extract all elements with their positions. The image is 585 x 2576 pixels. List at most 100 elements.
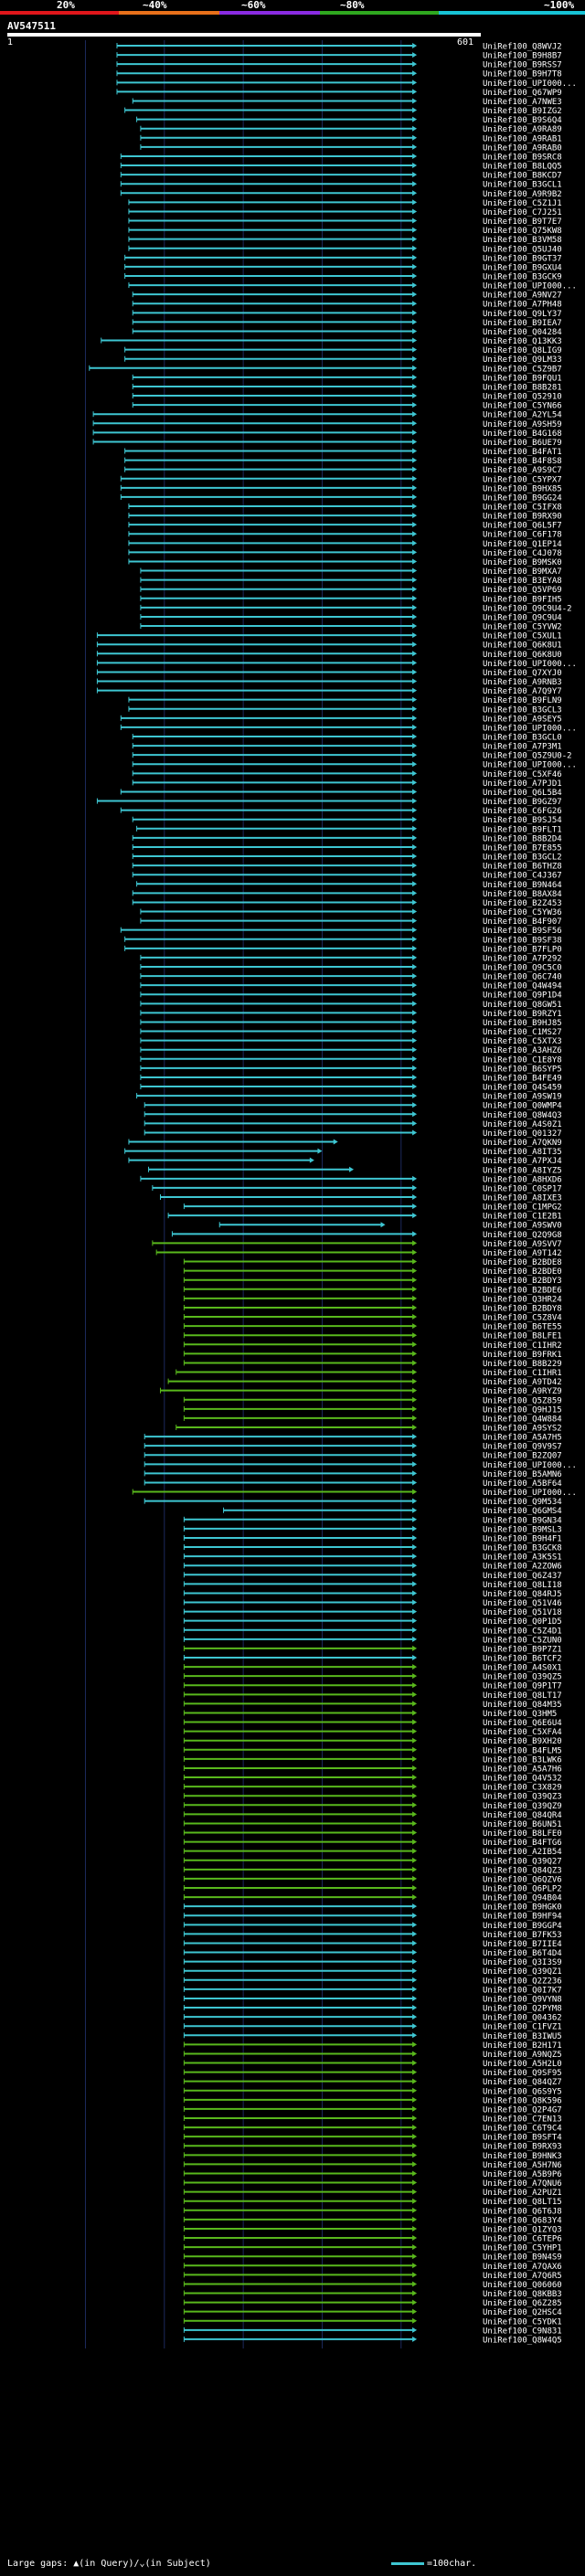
hit-row[interactable]: UniRef100_B3GCL0 <box>132 734 562 743</box>
hit-row[interactable]: UniRef100_B9GXU4 <box>124 263 562 272</box>
hit-row[interactable]: UniRef100_B9N4S9 <box>183 2253 562 2263</box>
hit-label[interactable]: UniRef100_A7QAX6 <box>483 2263 562 2272</box>
hit-label[interactable]: UniRef100_A2IB54 <box>483 1848 562 1857</box>
hit-row[interactable]: UniRef100_Q0P1D5 <box>183 1617 562 1627</box>
hit-row[interactable]: UniRef100_Q9C5C0 <box>140 964 562 973</box>
hit-row[interactable]: UniRef100_A9RAB0 <box>140 143 562 153</box>
hit-label[interactable]: UniRef100_Q9HJ15 <box>483 1405 562 1415</box>
hit-row[interactable]: UniRef100_Q39QZ3 <box>183 1793 562 1802</box>
hit-row[interactable]: UniRef100_B9H7T8 <box>116 70 562 80</box>
hit-row[interactable]: UniRef100_B2BDE6 <box>183 1286 562 1295</box>
hit-label[interactable]: UniRef100_Q2P4G7 <box>483 2105 562 2115</box>
hit-label[interactable]: UniRef100_B9FRK1 <box>483 1351 562 1360</box>
hit-row[interactable]: UniRef100_B9GG24 <box>120 493 562 503</box>
hit-row[interactable]: UniRef100_UPI000... <box>116 80 577 89</box>
hit-row[interactable]: UniRef100_B9SJ54 <box>132 816 562 825</box>
hit-row[interactable]: UniRef100_B9HX85 <box>120 484 562 493</box>
hit-row[interactable]: UniRef100_B9RX93 <box>183 2143 562 2152</box>
hit-label[interactable]: UniRef100_UPI000... <box>483 282 577 292</box>
hit-row[interactable]: UniRef100_Q84QZ3 <box>183 1866 562 1875</box>
hit-label[interactable]: UniRef100_Q5Z859 <box>483 1396 562 1405</box>
hit-label[interactable]: UniRef100_Q1ZYQ3 <box>483 2225 562 2234</box>
hit-row[interactable]: UniRef100_A4S0X1 <box>183 1664 562 1673</box>
hit-row[interactable]: UniRef100_Q6S9Y5 <box>183 2087 562 2096</box>
hit-label[interactable]: UniRef100_Q6L5F7 <box>483 522 562 531</box>
hit-row[interactable]: UniRef100_B9GN34 <box>183 1516 562 1525</box>
hit-row[interactable]: UniRef100_B6TCF2 <box>183 1655 562 1664</box>
hit-row[interactable]: UniRef100_C1IHR2 <box>183 1341 562 1351</box>
hit-label[interactable]: UniRef100_Q84QZ7 <box>483 2078 562 2087</box>
hit-label[interactable]: UniRef100_B3GCL1 <box>483 181 562 190</box>
hit-row[interactable]: UniRef100_C5XFA4 <box>183 1728 562 1737</box>
hit-row[interactable]: UniRef100_B9SF56 <box>120 927 562 936</box>
hit-label[interactable]: UniRef100_Q6K8U0 <box>483 651 562 660</box>
hit-label[interactable]: UniRef100_A5B9P6 <box>483 2170 562 2179</box>
hit-row[interactable]: UniRef100_B8KCD7 <box>120 172 562 181</box>
hit-row[interactable]: UniRef100_C5Z1J1 <box>128 199 562 208</box>
hit-row[interactable]: UniRef100_C7EN13 <box>183 2115 562 2125</box>
hit-label[interactable]: UniRef100_Q7XYJ0 <box>483 669 562 678</box>
hit-row[interactable]: UniRef100_A7Q9Y7 <box>96 687 562 696</box>
hit-label[interactable]: UniRef100_A7PH48 <box>483 301 562 310</box>
hit-label[interactable]: UniRef100_B8B229 <box>483 1360 562 1369</box>
hit-label[interactable]: UniRef100_Q6Z437 <box>483 1572 562 1581</box>
hit-row[interactable]: UniRef100_A2PUZ1 <box>183 2189 562 2198</box>
hit-row[interactable]: UniRef100_B9IZG2 <box>124 107 562 116</box>
hit-label[interactable]: UniRef100_C5YN66 <box>483 402 562 411</box>
hit-row[interactable]: UniRef100_Q0I7K7 <box>183 1986 562 1995</box>
hit-label[interactable]: UniRef100_B9FLN9 <box>483 696 562 705</box>
hit-label[interactable]: UniRef100_Q9M534 <box>483 1498 562 1507</box>
hit-row[interactable]: UniRef100_A9RA89 <box>140 125 562 134</box>
hit-row[interactable]: UniRef100_Q13KK3 <box>101 337 562 346</box>
hit-row[interactable]: UniRef100_Q84RJ5 <box>183 1590 562 1599</box>
hit-label[interactable]: UniRef100_C5IFX8 <box>483 504 562 513</box>
hit-label[interactable]: UniRef100_B2BDY3 <box>483 1277 562 1286</box>
hit-row[interactable]: UniRef100_A9TD42 <box>167 1378 562 1387</box>
hit-label[interactable]: UniRef100_C6FG26 <box>483 807 562 816</box>
hit-label[interactable]: UniRef100_UPI000... <box>483 1489 577 1498</box>
hit-row[interactable]: UniRef100_Q84M35 <box>183 1701 562 1710</box>
hit-label[interactable]: UniRef100_Q39QZ3 <box>483 1793 562 1802</box>
hit-label[interactable]: UniRef100_A5H2L0 <box>483 2060 562 2069</box>
hit-row[interactable]: UniRef100_Q9C9U4-2 <box>140 604 572 613</box>
hit-label[interactable]: UniRef100_B3IWU5 <box>483 2032 562 2041</box>
hit-row[interactable]: UniRef100_B4FTG6 <box>183 1839 562 1848</box>
hit-row[interactable]: UniRef100_B9HNK3 <box>183 2152 562 2161</box>
hit-row[interactable]: UniRef100_B9MXA7 <box>140 567 562 577</box>
hit-label[interactable]: UniRef100_C7J251 <box>483 208 562 217</box>
hit-label[interactable]: UniRef100_C1FVZ1 <box>483 2023 562 2032</box>
hit-row[interactable]: UniRef100_Q2PYM8 <box>183 2005 562 2014</box>
hit-label[interactable]: UniRef100_B9N464 <box>483 881 562 890</box>
hit-label[interactable]: UniRef100_A9RYZ9 <box>483 1387 562 1396</box>
hit-label[interactable]: UniRef100_A5BF64 <box>483 1479 562 1489</box>
hit-label[interactable]: UniRef100_Q01327 <box>483 1129 562 1139</box>
hit-row[interactable]: UniRef100_Q39QZ5 <box>183 1673 562 1682</box>
hit-label[interactable]: UniRef100_C5Z9B7 <box>483 365 562 374</box>
hit-label[interactable]: UniRef100_B9FIH5 <box>483 595 562 604</box>
hit-label[interactable]: UniRef100_A7QKN9 <box>483 1139 562 1148</box>
hit-label[interactable]: UniRef100_B3GCL2 <box>483 853 562 863</box>
hit-label[interactable]: UniRef100_A9NV27 <box>483 292 562 301</box>
hit-row[interactable]: UniRef100_Q84QR4 <box>183 1811 562 1820</box>
hit-row[interactable]: UniRef100_Q8W4Q3 <box>144 1111 562 1120</box>
hit-label[interactable]: UniRef100_B9N4S9 <box>483 2253 562 2263</box>
hit-row[interactable]: UniRef100_A9SVV7 <box>152 1240 562 1249</box>
hit-label[interactable]: UniRef100_Q4V532 <box>483 1775 562 1784</box>
hit-row[interactable]: UniRef100_B9N464 <box>136 881 562 890</box>
hit-label[interactable]: UniRef100_UPI000... <box>483 660 577 669</box>
hit-label[interactable]: UniRef100_B9P7Z1 <box>483 1645 562 1654</box>
hit-row[interactable]: UniRef100_A5H7N6 <box>183 2161 562 2170</box>
hit-row[interactable]: UniRef100_B9FLN9 <box>128 696 562 705</box>
hit-label[interactable]: UniRef100_B5AMN6 <box>483 1470 562 1479</box>
hit-row[interactable]: UniRef100_Q1EP14 <box>128 540 562 549</box>
hit-label[interactable]: UniRef100_C1IHR1 <box>483 1369 562 1378</box>
hit-row[interactable]: UniRef100_Q39QZ1 <box>183 1967 562 1977</box>
hit-row[interactable]: UniRef100_Q51V46 <box>183 1599 562 1608</box>
hit-label[interactable]: UniRef100_Q2Z236 <box>483 1977 562 1986</box>
hit-label[interactable]: UniRef100_Q4S459 <box>483 1084 562 1093</box>
hit-label[interactable]: UniRef100_B9SRC8 <box>483 153 562 162</box>
hit-label[interactable]: UniRef100_B9HF94 <box>483 1913 562 1922</box>
hit-row[interactable]: UniRef100_Q5Z859 <box>183 1396 562 1405</box>
hit-row[interactable]: UniRef100_A7NWE3 <box>132 98 562 107</box>
hit-label[interactable]: UniRef100_B4FLM5 <box>483 1746 562 1755</box>
